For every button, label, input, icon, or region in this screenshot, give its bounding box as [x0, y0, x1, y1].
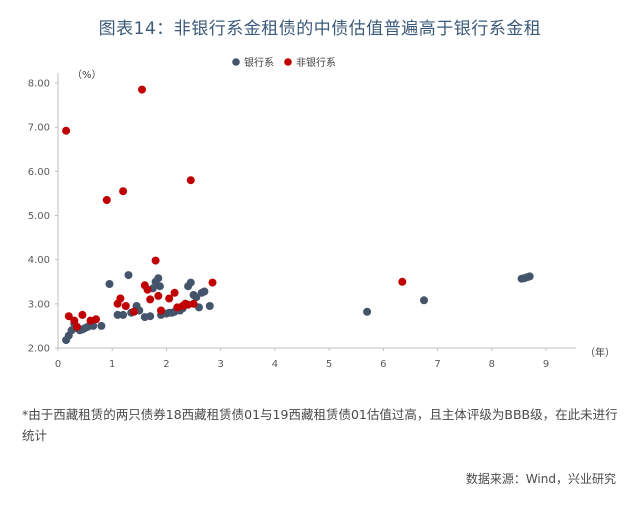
- y-tick-label: 2.00: [28, 344, 50, 355]
- data-points: [62, 85, 534, 345]
- data-point: [146, 295, 155, 304]
- data-point: [189, 299, 198, 308]
- data-point: [119, 187, 128, 196]
- series-non-bank: [62, 85, 407, 331]
- data-point: [200, 287, 209, 296]
- data-point: [157, 306, 165, 315]
- data-point: [105, 280, 114, 288]
- legend-marker: [232, 58, 240, 66]
- data-point: [420, 296, 428, 305]
- data-point: [205, 302, 214, 310]
- data-point: [119, 310, 128, 319]
- data-source: 数据来源：Wind，兴业研究: [465, 472, 616, 486]
- data-point: [186, 176, 195, 185]
- scatter-chart: 银行系 非银行系 2.00 3.00 4.00 5.00 6.00 7.00 8.00 0 1 2 3…: [28, 56, 615, 370]
- data-point: [151, 256, 160, 265]
- data-point: [186, 278, 195, 287]
- data-point: [97, 321, 106, 330]
- x-tick-label: 8: [489, 359, 495, 370]
- data-point: [525, 272, 534, 281]
- x-tick-label: 9: [543, 359, 549, 370]
- x-tick-label: 0: [55, 359, 61, 370]
- data-point: [116, 294, 125, 303]
- data-point: [192, 293, 201, 302]
- data-point: [398, 277, 407, 286]
- x-unit-label: （年）: [585, 346, 615, 359]
- x-tick-label: 4: [272, 359, 278, 370]
- y-tick-label: 8.00: [28, 79, 50, 90]
- data-point: [121, 302, 130, 310]
- data-point: [143, 285, 152, 294]
- x-tick-label: 1: [109, 359, 115, 370]
- data-point: [73, 322, 81, 331]
- data-point: [155, 282, 164, 291]
- data-point: [170, 288, 179, 297]
- legend-label: 银行系: [244, 56, 274, 69]
- y-tick-label: 5.00: [28, 211, 50, 222]
- legend-marker: [284, 58, 292, 66]
- legend-label: 非银行系: [296, 56, 336, 69]
- data-point: [154, 274, 163, 283]
- footnote: *由于西藏租赁的两只债券18西藏租赁债01与19西藏租赁债01估值过高，且主体评…: [22, 407, 618, 443]
- data-point: [208, 278, 217, 287]
- data-point: [113, 310, 122, 319]
- data-point: [165, 294, 174, 303]
- data-point: [70, 316, 79, 325]
- data-point: [138, 85, 146, 94]
- x-tick-label: 5: [326, 359, 332, 370]
- data-point: [102, 196, 111, 204]
- data-point: [146, 312, 155, 321]
- y-tick-label: 3.00: [28, 299, 50, 310]
- x-tick-label: 6: [380, 359, 386, 370]
- legend-item: 银行系: [232, 56, 274, 69]
- y-unit-label: （%）: [72, 69, 102, 81]
- legend: 银行系 非银行系: [232, 56, 336, 69]
- data-point: [363, 307, 372, 316]
- data-point: [154, 291, 163, 300]
- series-bank: [62, 271, 534, 345]
- axes: 2.00 3.00 4.00 5.00 6.00 7.00 8.00 0 1 2 3 4 5 6 7 8 9 （%…: [28, 69, 615, 370]
- x-tick-label: 7: [434, 359, 440, 370]
- data-point: [92, 315, 100, 324]
- y-tick-label: 4.00: [28, 255, 50, 266]
- x-tick-label: 3: [217, 359, 223, 370]
- data-point: [78, 310, 87, 319]
- y-tick-label: 6.00: [28, 167, 50, 178]
- data-point: [62, 126, 71, 135]
- data-point: [129, 307, 138, 316]
- y-tick-label: 7.00: [28, 123, 50, 134]
- data-point: [64, 312, 73, 321]
- x-tick-label: 2: [163, 359, 169, 370]
- data-point: [124, 271, 133, 280]
- legend-item: 非银行系: [284, 56, 336, 69]
- chart-title: 图表14：非银行系金租债的中债估值普遍高于银行系金租: [98, 19, 542, 39]
